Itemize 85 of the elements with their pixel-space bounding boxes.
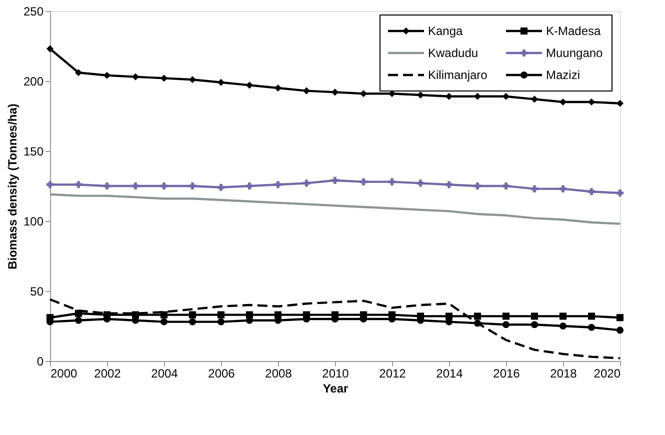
point [274,181,282,188]
point [217,184,225,191]
point [360,178,368,186]
x-tick-label: 2010 [322,366,350,380]
point [559,185,567,192]
point [74,181,82,188]
point [616,326,624,334]
point [360,90,368,98]
point [132,182,140,190]
legend-label: Muungano [546,46,604,60]
point [588,324,596,331]
point [588,188,596,196]
point [502,312,510,320]
point [416,180,424,187]
point [302,87,310,94]
point [74,316,82,324]
point [445,181,453,188]
legend-label: Kilimanjaro [428,68,488,82]
y-tick-label: 150 [23,144,44,158]
line-series [48,298,622,360]
y-tick-label: 100 [23,214,44,228]
x-tick-label: 2018 [550,366,578,380]
point [160,74,168,82]
point [474,92,482,100]
point [46,181,54,188]
point [616,314,624,322]
point [616,100,624,107]
x-axis-title: Year [322,382,349,396]
point [530,312,538,320]
point [274,84,282,92]
point [388,178,396,186]
x-tick-label: 2012 [379,366,406,380]
legend-label: Kwadudu [428,46,478,60]
legend-label: Kanga [428,24,464,38]
point [188,182,196,190]
point [246,182,254,190]
point [530,185,538,192]
point [74,69,82,76]
point [188,76,196,84]
point [616,189,624,197]
point [160,311,168,318]
point [502,321,510,328]
y-axis-title: Biomass density (Tonnes/ha) [5,104,20,270]
point [474,182,482,190]
point [188,318,196,326]
point [103,72,111,79]
x-tick-label: 2016 [493,366,520,380]
y-tick-label: 50 [30,284,44,298]
point [331,176,339,184]
point [188,311,196,318]
line-series [48,193,622,225]
point [74,310,82,317]
point [217,318,225,326]
point [46,45,54,52]
point [103,182,111,190]
point [530,321,538,328]
point [160,182,168,190]
point [502,182,510,190]
y-tick-label: 250 [23,4,44,18]
point [559,312,567,320]
y-tick-label: 0 [36,354,44,368]
point [132,73,140,80]
x-tick-label: 2002 [94,366,122,380]
point [246,82,254,89]
point [217,311,225,318]
point [502,92,510,100]
point [217,78,225,86]
legend-label: Mazizi [546,68,580,82]
y-tick-label: 200 [23,74,44,88]
x-tick-label: 2020 [594,366,621,380]
x-tick-label: 2006 [208,366,236,380]
x-tick-label: 2008 [265,366,292,380]
point [160,318,168,326]
point [559,322,567,330]
point [302,180,310,187]
point [474,312,482,320]
point [445,92,453,100]
point [474,320,482,327]
point [588,312,596,320]
point [530,96,538,103]
x-tick-label: 2000 [50,366,78,380]
x-tick-label: 2004 [151,366,178,380]
point [331,88,339,96]
legend-label: K-Madesa [546,24,602,38]
x-tick-label: 2014 [436,366,464,380]
